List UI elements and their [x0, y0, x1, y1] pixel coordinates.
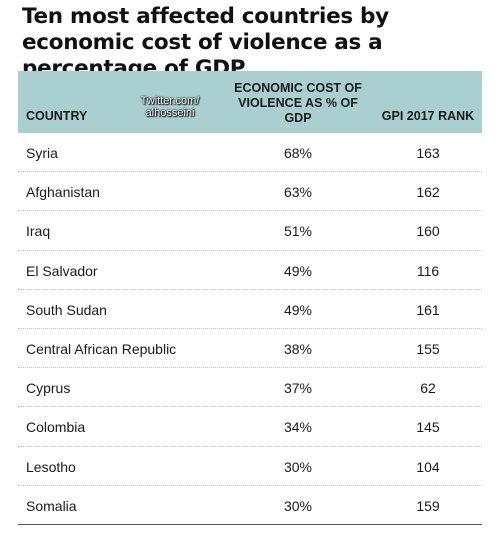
cell-cost: 49%: [283, 262, 313, 279]
table-row: Cyprus 37% 62: [18, 368, 482, 408]
cell-rank: 161: [416, 301, 440, 318]
watermark: Twitter.com/ alhosseini: [130, 95, 210, 119]
table-row: Somalia 30% 159: [18, 486, 482, 525]
cell-country: Somalia: [26, 497, 77, 514]
cell-country: Syria: [26, 145, 58, 161]
column-header-rank: GPI 2017 RANK: [381, 109, 475, 123]
table-row: Iraq 51% 160: [18, 211, 482, 251]
cell-rank: 62: [420, 380, 436, 397]
cell-cost: 30%: [283, 497, 313, 514]
cell-rank: 116: [416, 262, 440, 279]
cell-cost: 34%: [283, 419, 313, 436]
table-row: Afghanistan 63% 162: [18, 172, 482, 212]
cell-cost: 30%: [283, 458, 313, 475]
cell-country: Cyprus: [26, 380, 71, 397]
column-header-country: COUNTRY: [26, 109, 88, 123]
table-row: Central African Republic 38% 155: [18, 329, 482, 369]
table-row: Colombia 34% 145: [18, 407, 482, 447]
cell-rank: 160: [416, 223, 440, 240]
page-title: Ten most affected countries by economic …: [22, 4, 389, 81]
cell-cost: 37%: [283, 380, 313, 397]
column-header-cost: ECONOMIC COST OF VIOLENCE AS % OF GDP: [234, 81, 362, 125]
table-row: South Sudan 49% 161: [18, 290, 482, 329]
cell-country: Colombia: [26, 419, 86, 436]
cell-cost: 38%: [283, 340, 313, 357]
table-row: El Salvador 49% 116: [18, 251, 482, 290]
cell-rank: 104: [416, 458, 440, 475]
cell-rank: 163: [416, 145, 440, 161]
cell-cost: 63%: [283, 184, 313, 201]
cell-rank: 159: [416, 497, 440, 514]
table-body: Syria 68% 163 Afghanistan 63% 162 Iraq 51% 160 El…: [18, 133, 482, 525]
cell-country: South Sudan: [26, 301, 107, 318]
cell-country: Afghanistan: [26, 184, 100, 201]
cell-cost: 49%: [283, 301, 313, 318]
data-table: COUNTRY Twitter.com/ alhosseini ECONOMIC…: [18, 71, 482, 525]
cell-rank: 145: [416, 419, 440, 436]
cell-cost: 51%: [283, 223, 313, 240]
cell-country: Iraq: [26, 223, 51, 240]
table-header: COUNTRY Twitter.com/ alhosseini ECONOMIC…: [18, 71, 482, 133]
cell-cost: 68%: [283, 145, 313, 161]
cell-country: Central African Republic: [26, 340, 177, 357]
watermark-text: Twitter.com/ alhosseini: [140, 95, 200, 119]
table-row: Lesotho 30% 104: [18, 447, 482, 486]
cell-country: El Salvador: [26, 262, 98, 279]
table-row: Syria 68% 163: [18, 133, 482, 173]
cell-rank: 162: [416, 184, 440, 201]
cell-rank: 155: [416, 340, 440, 357]
cell-country: Lesotho: [26, 458, 76, 475]
